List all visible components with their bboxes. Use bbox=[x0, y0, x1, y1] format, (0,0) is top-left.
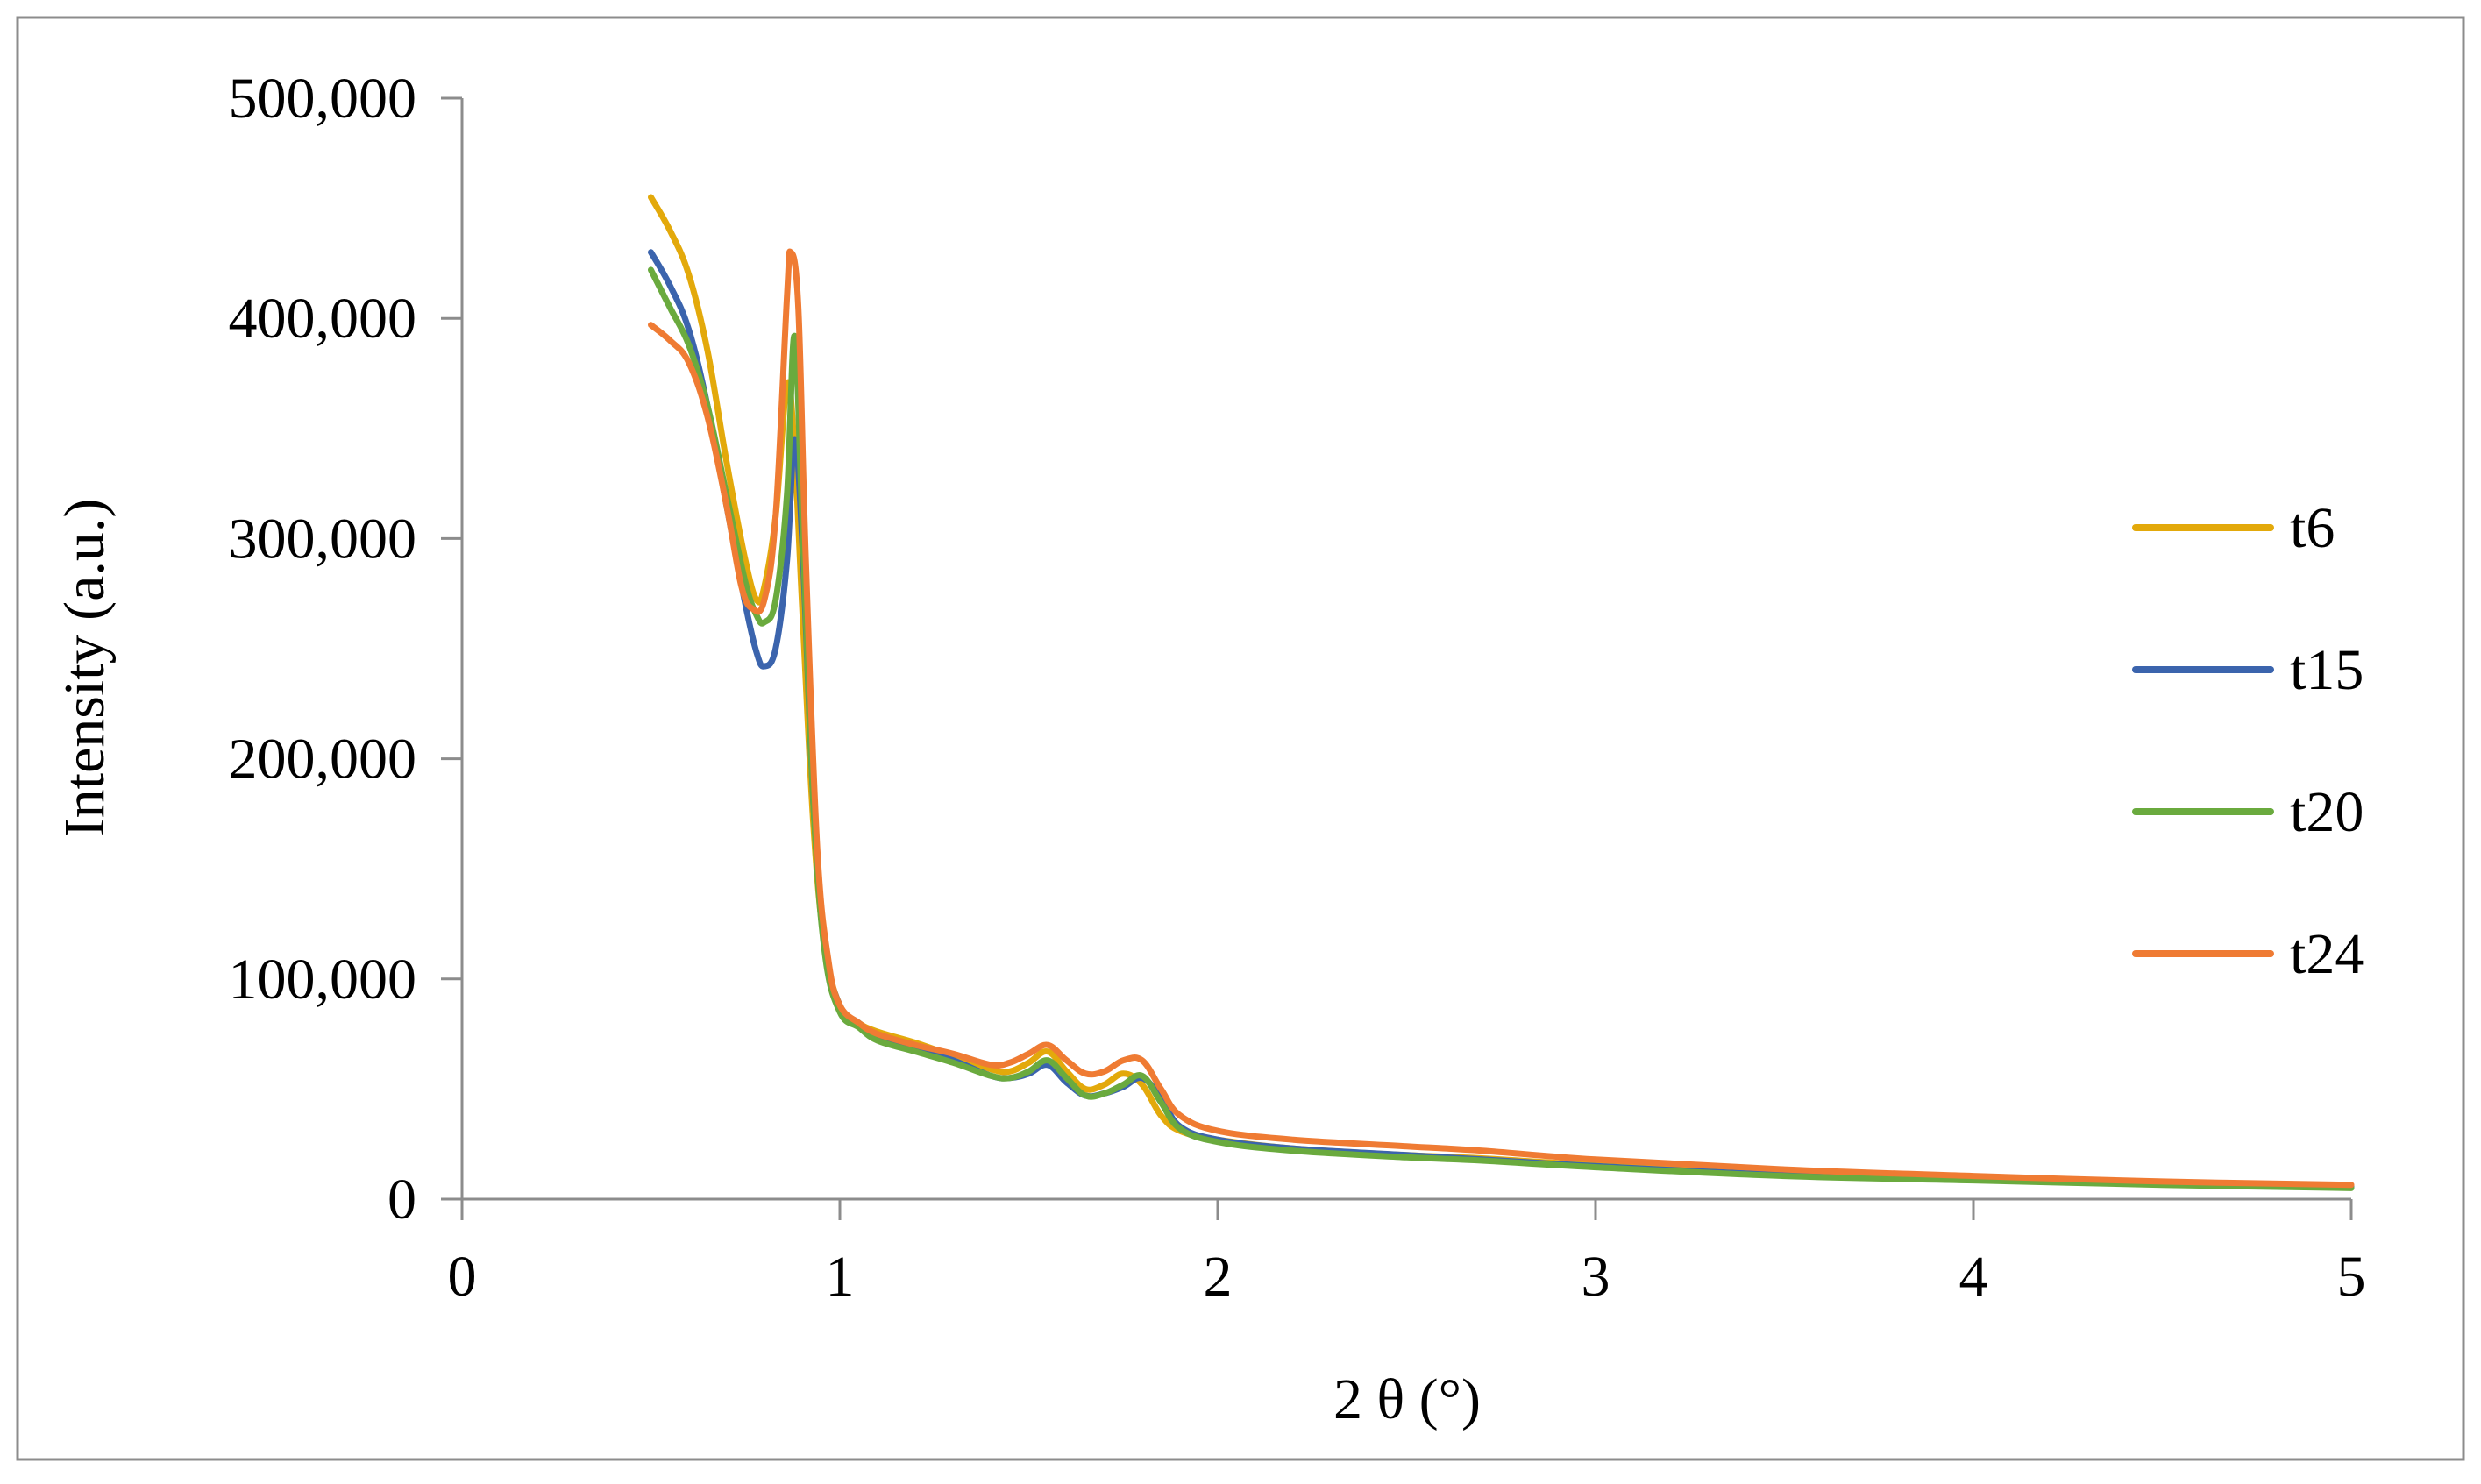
y-tick-label: 300,000 bbox=[229, 507, 417, 571]
legend-label-t15: t15 bbox=[2290, 638, 2364, 702]
y-tick-label: 200,000 bbox=[229, 728, 417, 792]
y-tick-label: 0 bbox=[387, 1168, 416, 1232]
series-layer bbox=[648, 194, 2355, 1191]
x-tick-label: 5 bbox=[2337, 1245, 2366, 1309]
y-tick-label: 100,000 bbox=[229, 948, 417, 1012]
x-tick-label: 1 bbox=[826, 1245, 855, 1309]
legend-label-t24: t24 bbox=[2290, 922, 2364, 986]
y-tick-label: 500,000 bbox=[229, 67, 417, 131]
y-axis-title: Intensity (a.u.) bbox=[53, 499, 117, 838]
x-axis-title: 2 θ (°) bbox=[1333, 1367, 1481, 1431]
legend-label-t6: t6 bbox=[2290, 496, 2335, 560]
x-tick-label: 3 bbox=[1582, 1245, 1610, 1309]
x-tick-label: 4 bbox=[1959, 1245, 1988, 1309]
series-line-t20 bbox=[648, 266, 2355, 1191]
x-tick-label: 0 bbox=[448, 1245, 477, 1309]
series-line-t24 bbox=[648, 248, 2355, 1189]
legend: t6 t15 t20 t24 bbox=[2132, 496, 2364, 986]
chart-frame bbox=[16, 16, 2465, 1461]
axes-layer: 0 100,000 200,000 300,000 400,000 500,000 0 1 2 3… bbox=[229, 67, 2366, 1309]
x-tick-label: 2 bbox=[1204, 1245, 1233, 1309]
legend-label-t20: t20 bbox=[2290, 780, 2364, 844]
y-tick-label: 400,000 bbox=[229, 287, 417, 351]
